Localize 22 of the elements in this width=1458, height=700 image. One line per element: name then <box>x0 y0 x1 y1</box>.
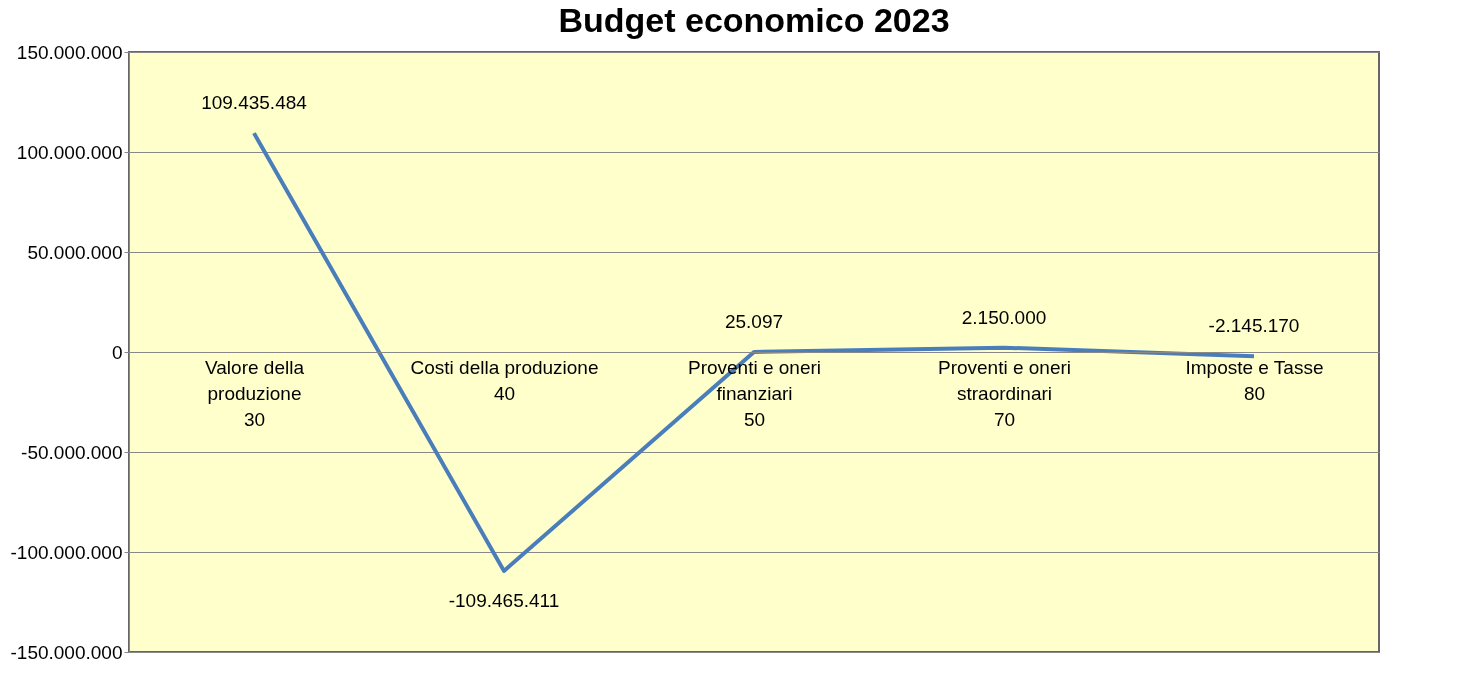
annotation: 70 <box>993 408 1016 430</box>
data-label: -2.145.170 <box>1208 315 1300 337</box>
y-tick-label: -150.000.000 <box>10 641 123 663</box>
x-tick-label: Costi della produzione <box>410 356 599 378</box>
y-tick-label: 100.000.000 <box>16 141 123 163</box>
annotation: 80 <box>1243 382 1266 404</box>
data-label: 25.097 <box>724 310 784 332</box>
x-tick-label: Valore della produzione <box>205 356 305 404</box>
y-tick-label: 150.000.000 <box>16 41 123 63</box>
data-label: -109.465.411 <box>448 589 560 611</box>
data-label: 2.150.000 <box>961 306 1047 328</box>
chart-title: Budget economico 2023 <box>558 1 950 39</box>
y-tick-label: 50.000.000 <box>27 241 123 263</box>
data-label: 109.435.484 <box>201 92 308 114</box>
annotation: 50 <box>743 408 766 430</box>
x-tick-label: Imposte e Tasse <box>1185 356 1324 378</box>
annotation: 30 <box>243 408 266 430</box>
y-tick-label: -100.000.000 <box>10 541 123 563</box>
y-tick-label: -50.000.000 <box>21 441 123 463</box>
y-tick-label: 0 <box>111 341 123 363</box>
x-tick-label: Proventi e oneri straordinari <box>937 356 1072 404</box>
annotation: 40 <box>493 382 516 404</box>
